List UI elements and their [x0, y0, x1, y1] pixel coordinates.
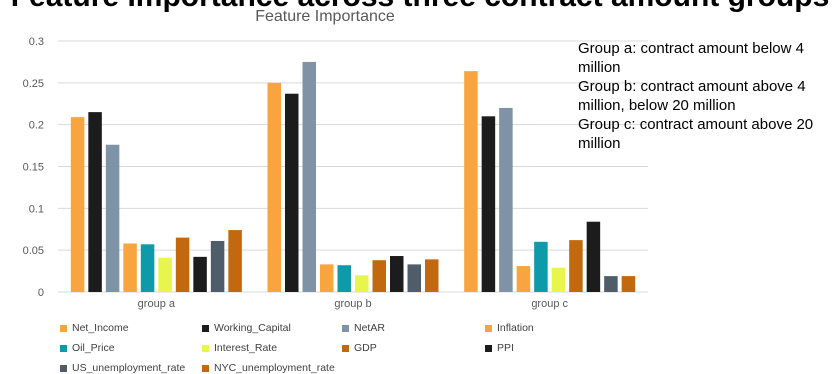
- legend-item: Interest_Rate: [202, 342, 277, 354]
- bar: [390, 256, 404, 292]
- bar: [407, 264, 421, 292]
- bar: [372, 260, 386, 292]
- legend-swatch: [60, 364, 67, 372]
- legend-label: US_unemployment_rate: [72, 362, 186, 374]
- gridlines: [58, 40, 648, 293]
- bar: [228, 230, 242, 292]
- note-group-c: Group c: contract amount above 20 millio…: [578, 116, 814, 152]
- legend-label: PPI: [497, 342, 514, 354]
- legend-swatch: [342, 344, 349, 352]
- legend-swatch: [485, 344, 492, 352]
- legend-swatch: [60, 344, 67, 352]
- bar: [464, 71, 478, 293]
- bar: [551, 267, 566, 292]
- legend-item: PPI: [485, 342, 514, 354]
- legend-swatch: [485, 324, 492, 332]
- y-tick-label: 0.2: [29, 120, 44, 132]
- bar: [569, 240, 583, 292]
- legend: Net_Income Working_Capital NetAR Inflation O…: [0, 318, 840, 374]
- bar: [534, 241, 548, 292]
- bar: [621, 276, 636, 292]
- legend-label: Working_Capital: [214, 322, 291, 334]
- legend-swatch: [60, 324, 67, 332]
- bar: [320, 264, 334, 292]
- bar: [425, 259, 439, 292]
- bar: [123, 243, 137, 292]
- legend-label: Oil_Price: [72, 342, 115, 354]
- bar: [355, 275, 369, 292]
- bar: [337, 265, 351, 292]
- bar: [604, 276, 618, 292]
- note-group-a: Group a: contract amount below 4 million: [578, 40, 804, 76]
- bar: [158, 257, 172, 292]
- legend-label: NYC_unemployment_rate: [214, 362, 335, 374]
- bar: [481, 116, 496, 292]
- legend-item: GDP: [342, 342, 377, 354]
- x-axis: group a group b group c: [138, 298, 569, 310]
- bar-chart: 00.050.10.150.20.250.3 group a group b gro…: [23, 36, 648, 310]
- bar: [267, 82, 281, 292]
- legend-item: US_unemployment_rate: [60, 362, 185, 374]
- legend-item: Net_Income: [60, 322, 129, 334]
- legend-item: Working_Capital: [202, 322, 291, 334]
- x-tick-label: group b: [334, 298, 371, 310]
- note-group-b: Group b: contract amount above 4 million…: [578, 78, 806, 114]
- legend-swatch: [202, 344, 209, 352]
- legend-swatch: [342, 324, 349, 332]
- bar: [499, 107, 513, 292]
- legend-label: Inflation: [497, 322, 534, 334]
- y-tick-label: 0.25: [23, 78, 44, 90]
- legend-item: NYC_unemployment_rate: [202, 362, 335, 374]
- y-axis: 0 0.05 0.1 0.15 0.2 0.25 0.3: [23, 36, 44, 299]
- legend-label: GDP: [354, 342, 377, 354]
- bar: [193, 256, 207, 292]
- legend-item: NetAR: [342, 322, 385, 334]
- y-tick-label: 0.05: [23, 245, 44, 257]
- legend-label: NetAR: [354, 322, 385, 334]
- slide-title: Feature Importance across three contract…: [0, 0, 840, 14]
- y-tick-label: 0.15: [23, 162, 44, 174]
- x-tick-label: group c: [531, 298, 568, 310]
- bar: [302, 61, 316, 292]
- bars: [70, 61, 636, 293]
- legend-label: Net_Income: [72, 322, 129, 334]
- legend-item: Oil_Price: [60, 342, 115, 354]
- legend-swatch: [202, 324, 209, 332]
- bar: [88, 112, 102, 292]
- legend-item: Inflation: [485, 322, 534, 334]
- bar: [175, 237, 190, 292]
- x-tick-label: group a: [138, 298, 176, 310]
- chart-title: Feature Importance: [255, 8, 395, 25]
- bar: [516, 266, 531, 292]
- bar: [210, 240, 225, 292]
- bar: [285, 93, 299, 293]
- bar: [105, 144, 120, 292]
- y-tick-label: 0.3: [29, 36, 44, 48]
- bar: [140, 244, 155, 292]
- bar: [70, 117, 85, 293]
- y-tick-label: 0: [38, 287, 44, 299]
- group-notes: Group a: contract amount below 4 million…: [578, 39, 840, 153]
- legend-swatch: [202, 364, 209, 372]
- y-tick-label: 0.1: [29, 203, 44, 215]
- legend-label: Interest_Rate: [214, 342, 278, 354]
- bar: [586, 221, 601, 292]
